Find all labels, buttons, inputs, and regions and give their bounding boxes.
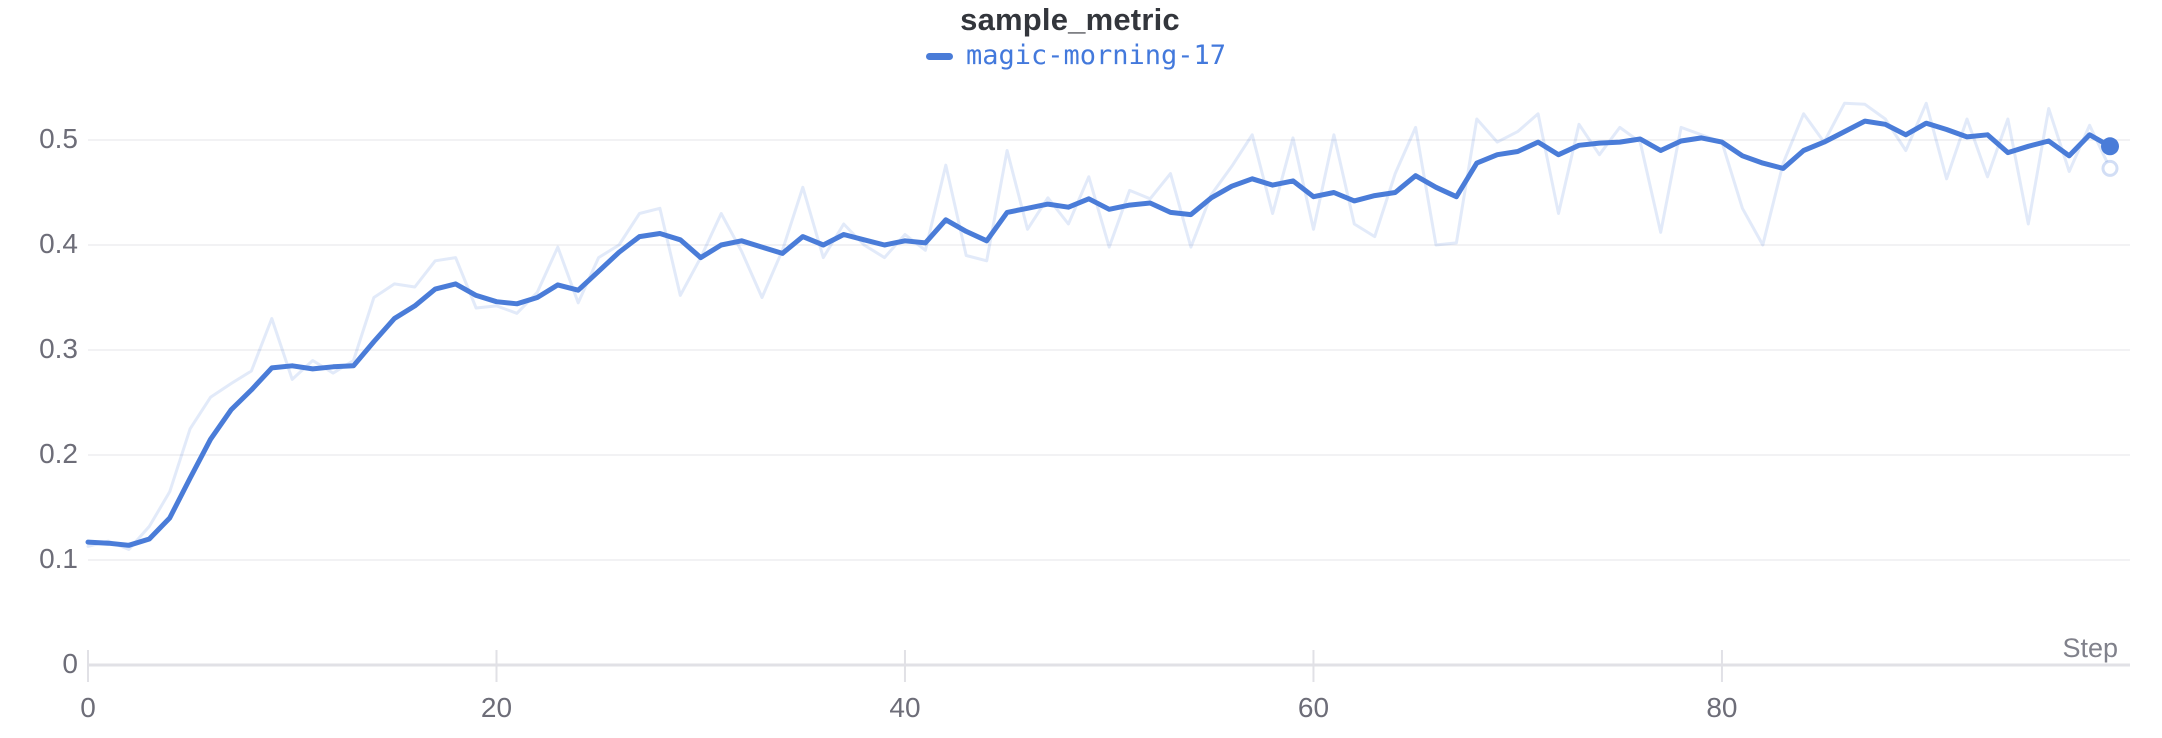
y-tick-label: 0.5 [39, 123, 78, 154]
legend: magic-morning-17 [0, 40, 2152, 72]
y-tick-label: 0.1 [39, 543, 78, 574]
chart-title: sample_metric [960, 2, 1180, 37]
series-line-raw[interactable] [86, 101, 2112, 551]
x-tick-label: 20 [480, 692, 513, 723]
x-tick-label: 80 [1706, 692, 1738, 723]
y-tick-label: 0 [62, 648, 78, 679]
x-tick-label: 40 [889, 692, 921, 723]
legend-line-mark [925, 52, 953, 60]
x-axis-title: Step [2062, 633, 2118, 663]
last-point-dot[interactable] [2101, 137, 2119, 156]
series-line-smoothed[interactable] [85, 118, 2113, 548]
legend-series-label[interactable]: magic-morning-17 [965, 40, 1227, 71]
y-tick-label: 0.3 [39, 333, 78, 364]
y-tick-label: 0.2 [39, 438, 78, 469]
y-tick-label: 0.4 [39, 228, 78, 259]
x-tick-label: 60 [1297, 692, 1330, 723]
x-tick-label: 0 [80, 692, 96, 723]
last-point-ring-raw[interactable] [2101, 159, 2119, 177]
